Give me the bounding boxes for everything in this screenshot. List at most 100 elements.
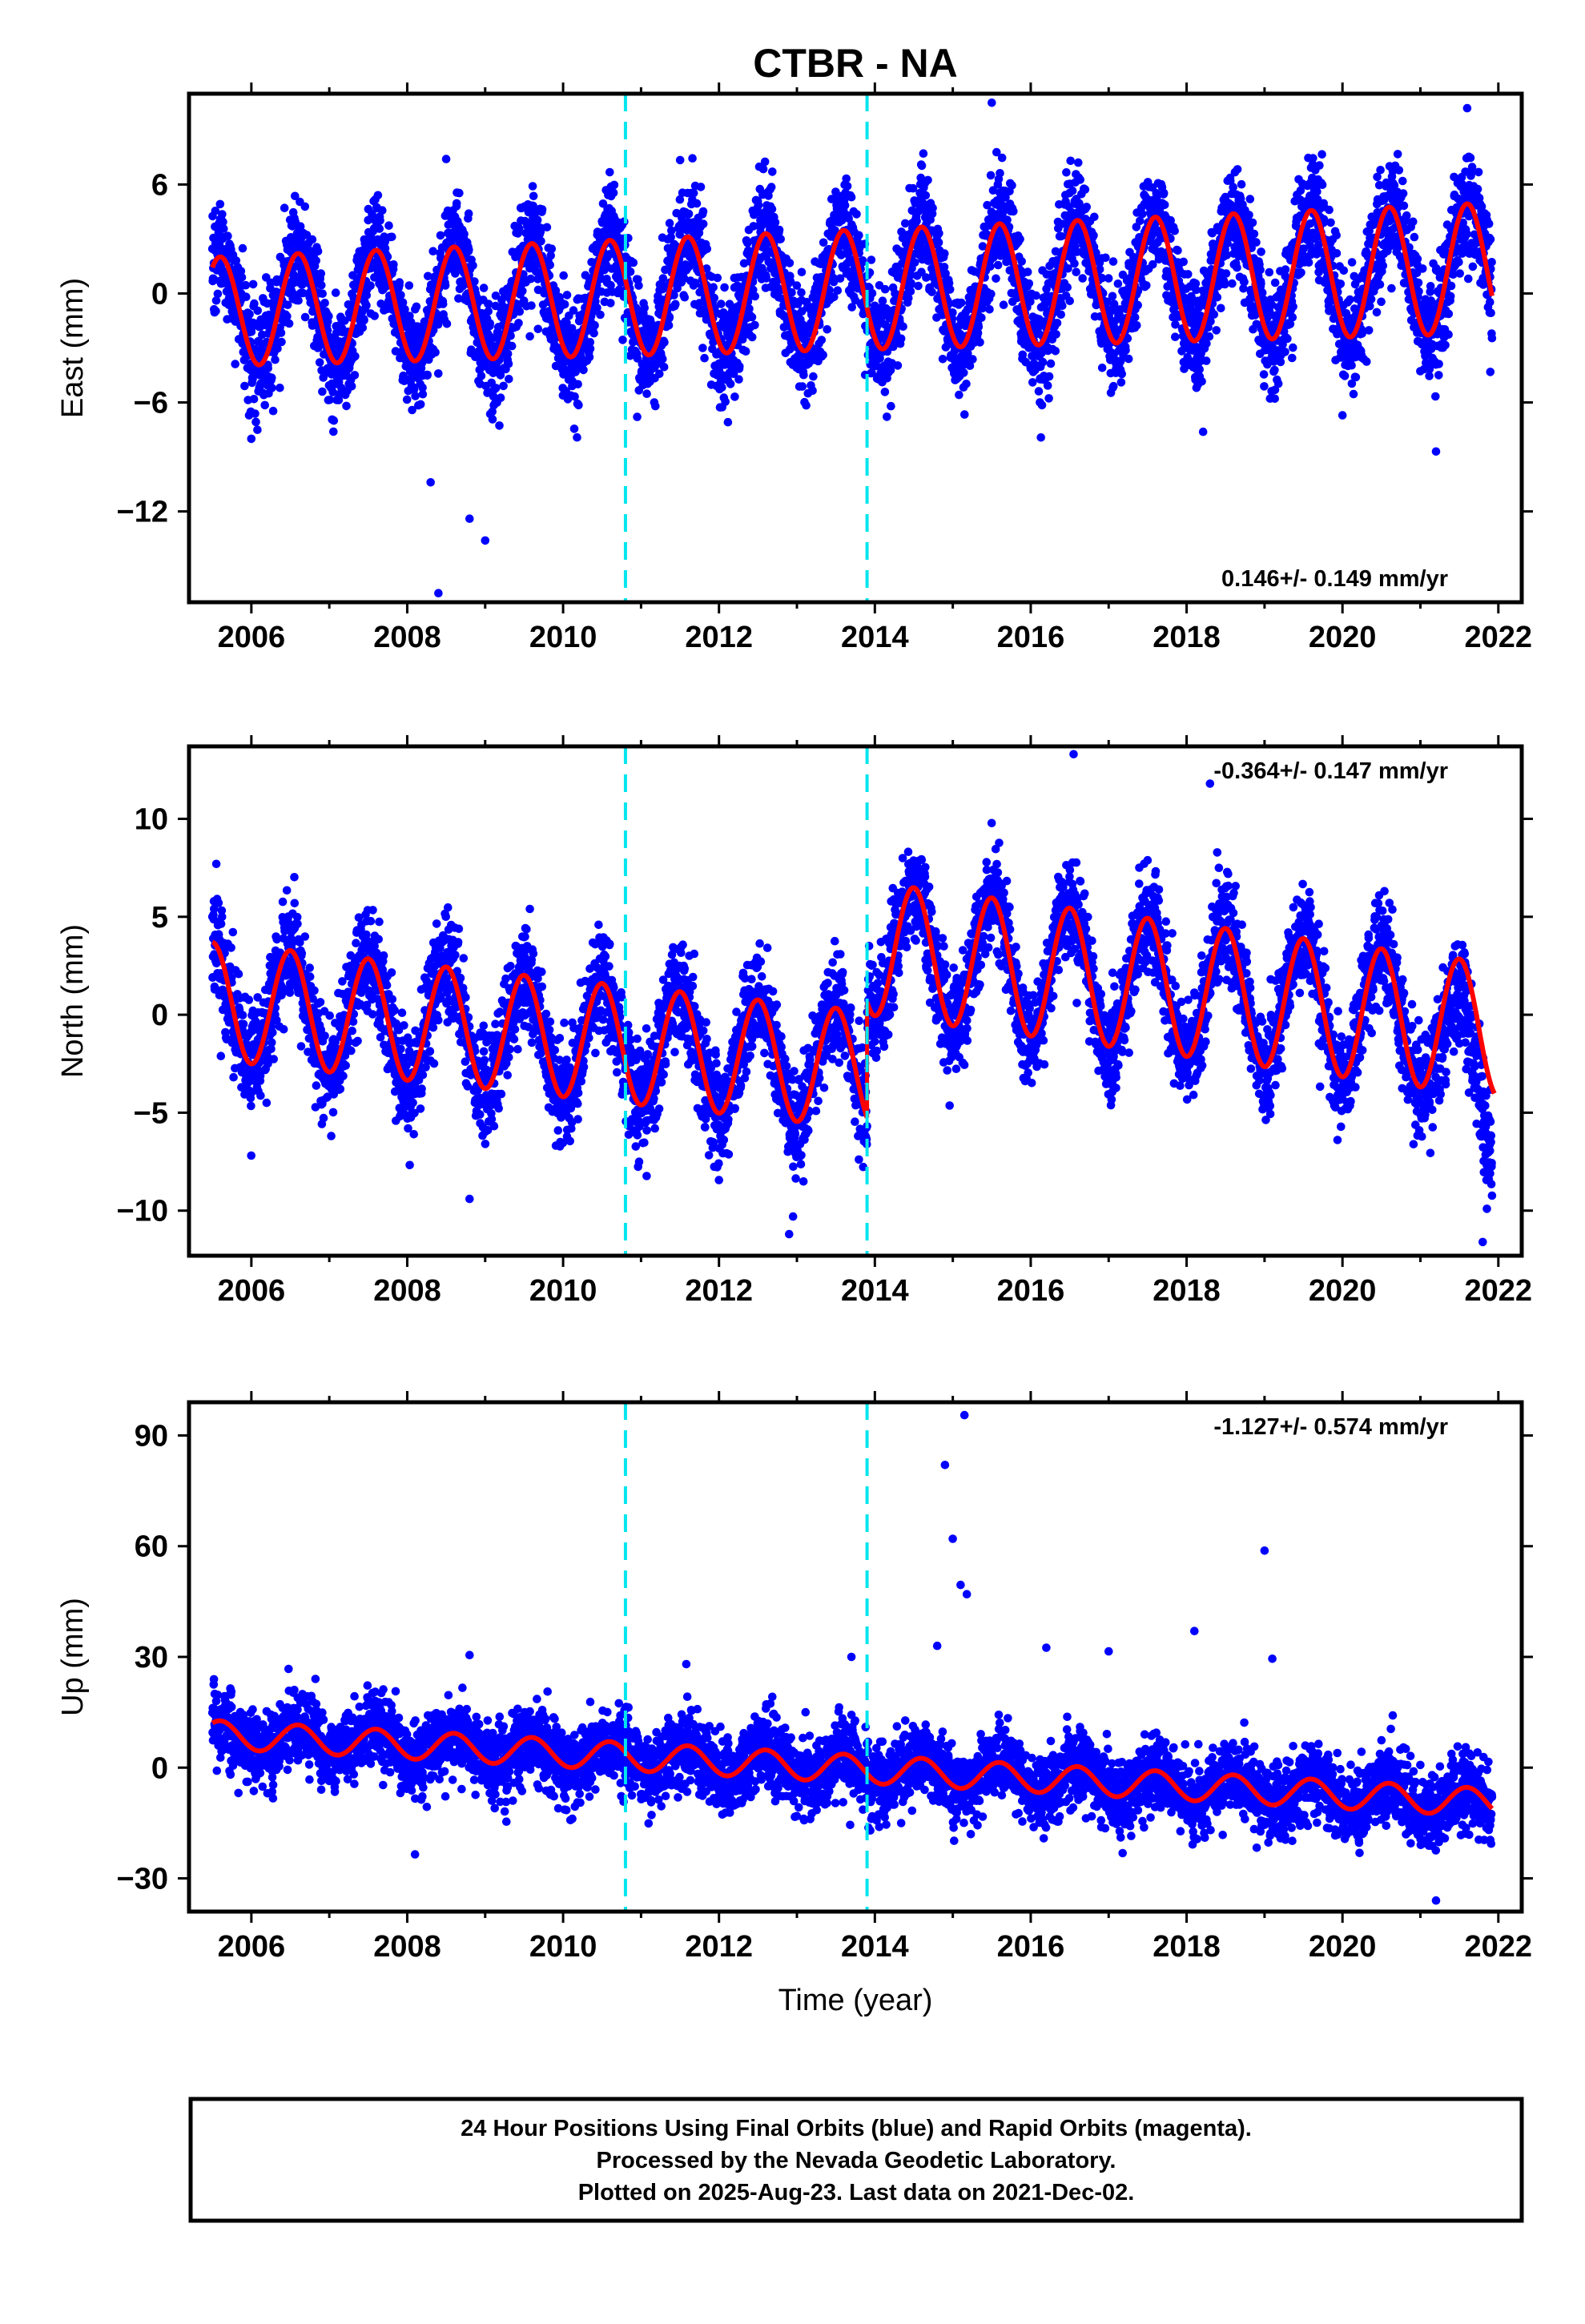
data-point [376,215,384,225]
data-point [1034,387,1044,396]
data-point [484,300,493,309]
data-point [585,344,595,353]
data-point [1288,312,1297,322]
data-point [1036,433,1045,442]
data-point [842,174,851,183]
data-point [434,369,443,378]
data-point [754,200,763,210]
data-point [797,267,807,277]
data-point [418,383,427,392]
data-point [1160,200,1169,210]
data-point [1245,211,1253,219]
data-point [347,382,356,391]
data-point [219,224,228,233]
data-point [921,191,931,200]
data-point [1028,378,1037,387]
data-point [735,362,744,371]
data-point [315,358,324,367]
data-point [268,384,276,392]
data-point [317,280,326,290]
data-point [360,316,368,325]
data-point [887,401,895,411]
data-point [1245,195,1255,203]
data-point [747,332,757,342]
data-point [1209,310,1219,319]
data-point [376,300,386,308]
data-point [1124,354,1133,364]
data-point [802,400,811,410]
data-point [1173,246,1182,255]
data-point [455,188,464,198]
data-point [1325,205,1334,215]
data-point [977,313,986,323]
data-point [396,291,405,300]
data-point [867,288,877,298]
data-point [1062,168,1071,177]
data-point [684,209,694,219]
data-point [726,380,735,388]
data-point [992,274,1000,283]
data-point [312,256,321,265]
data-point [218,210,227,219]
data-point [291,191,300,201]
data-point [1240,277,1249,287]
data-point [1052,319,1062,328]
data-point [465,245,473,255]
data-point [721,397,730,406]
data-point [263,364,273,373]
data-point [496,371,505,380]
data-point [1317,180,1327,190]
data-point [1221,279,1229,289]
data-point [767,204,777,214]
data-point [1072,267,1080,277]
data-point [692,199,702,208]
data-point [1058,301,1067,311]
data-point [1332,249,1342,258]
data-point [1051,347,1060,356]
data-point [223,231,232,241]
data-point [1229,183,1237,191]
data-point [318,289,328,299]
data-point [819,350,827,360]
data-point [1273,379,1283,388]
data-point [1270,394,1279,404]
data-point [300,312,310,322]
data-point [986,262,995,271]
data-point [1198,427,1208,436]
data-point [418,389,428,399]
data-point [776,235,785,243]
data-point [1317,150,1326,159]
data-point [955,390,963,400]
data-point [658,355,667,364]
data-point [1032,291,1040,300]
data-point [912,216,921,226]
data-point [1252,238,1261,247]
data-point [1265,267,1274,277]
data-point [277,337,286,347]
data-point [914,281,923,291]
data-point [919,149,928,158]
data-point [562,291,572,300]
data-point [798,382,807,391]
data-point [284,319,294,328]
data-point [329,427,338,436]
data-point [774,225,784,235]
data-point [1205,332,1214,341]
data-point [283,312,292,321]
data-point [1074,158,1083,167]
data-point [1016,235,1024,243]
data-point [847,192,856,202]
data-point [734,375,743,384]
data-point [248,279,258,289]
data-point [378,206,387,215]
data-point [1297,268,1305,277]
data-point [484,307,493,316]
data-point [935,229,943,238]
data-point [1082,203,1091,211]
data-point [1070,259,1079,268]
data-point [1228,279,1237,288]
data-point [431,348,440,357]
data-point [696,183,706,191]
data-point [526,274,535,283]
